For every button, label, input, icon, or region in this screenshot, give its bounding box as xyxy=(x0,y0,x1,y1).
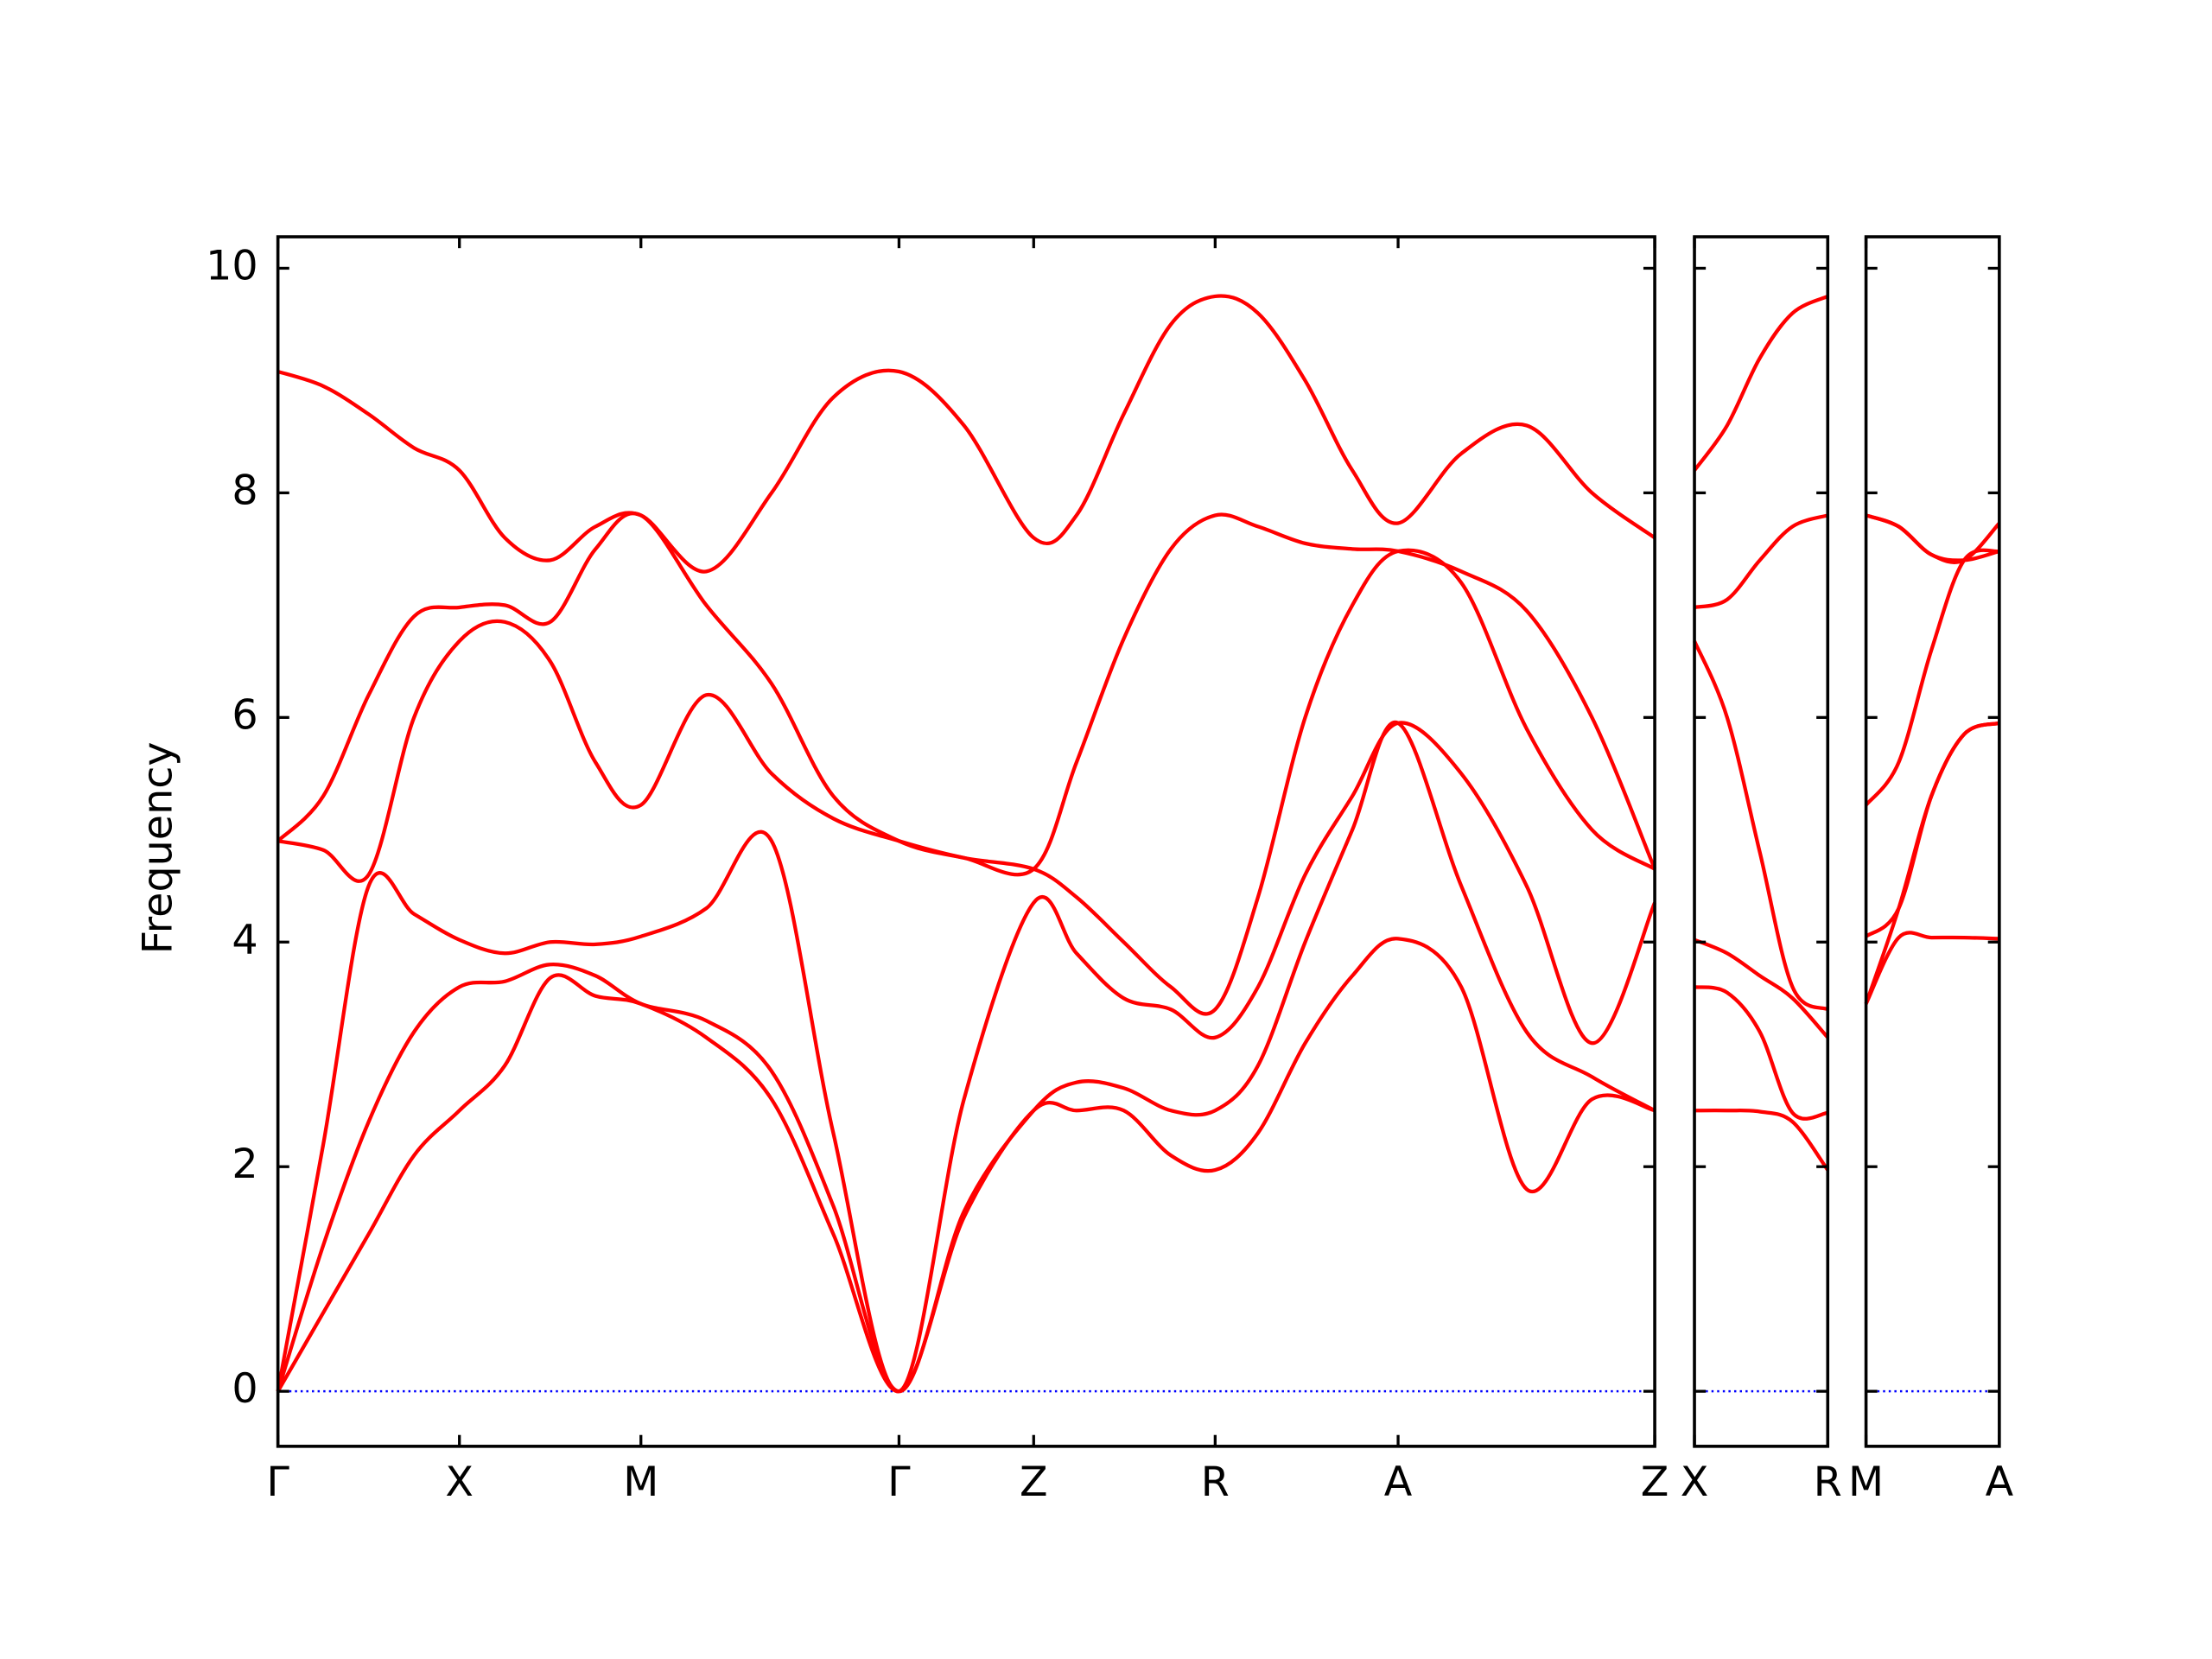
band-line xyxy=(1694,985,1828,1121)
band-line xyxy=(1693,640,1829,1012)
y-tick-label: 6 xyxy=(232,691,257,739)
y-tick-label: 2 xyxy=(232,1141,257,1188)
x-tick-label: Γ xyxy=(266,1459,289,1506)
x-tick-label: R xyxy=(1814,1459,1842,1506)
x-tick-label: A xyxy=(1384,1459,1413,1506)
x-tick-label: X xyxy=(1681,1459,1709,1506)
x-tick-label: M xyxy=(1848,1459,1884,1506)
plot-frame xyxy=(1693,235,1830,1448)
y-axis-label: Frequency xyxy=(134,741,181,954)
y-tick-label: 10 xyxy=(206,242,258,289)
y-tick-label: 8 xyxy=(232,467,257,514)
band-line xyxy=(1865,513,2001,564)
y-tick-label: 0 xyxy=(232,1365,257,1413)
plot-frame xyxy=(276,235,1656,1448)
band-line xyxy=(1694,938,1829,1039)
band-line xyxy=(1694,1109,1830,1172)
band-line xyxy=(1864,931,1999,1005)
band-line xyxy=(276,721,1657,1394)
x-tick-label: A xyxy=(1986,1459,2014,1506)
x-tick-label: Z xyxy=(1020,1459,1048,1506)
band-line xyxy=(1693,294,1829,472)
band-line xyxy=(276,512,1657,877)
x-tick-label: Z xyxy=(1641,1459,1669,1506)
plot-frame xyxy=(1864,235,2001,1448)
band-line xyxy=(1694,513,1828,610)
band-line xyxy=(1865,721,2000,938)
x-tick-label: R xyxy=(1201,1459,1230,1506)
x-tick-label: Γ xyxy=(887,1459,911,1506)
band-line xyxy=(276,294,1656,574)
x-tick-label: M xyxy=(623,1459,658,1506)
x-tick-label: X xyxy=(445,1459,474,1506)
y-tick-label: 4 xyxy=(232,916,257,963)
